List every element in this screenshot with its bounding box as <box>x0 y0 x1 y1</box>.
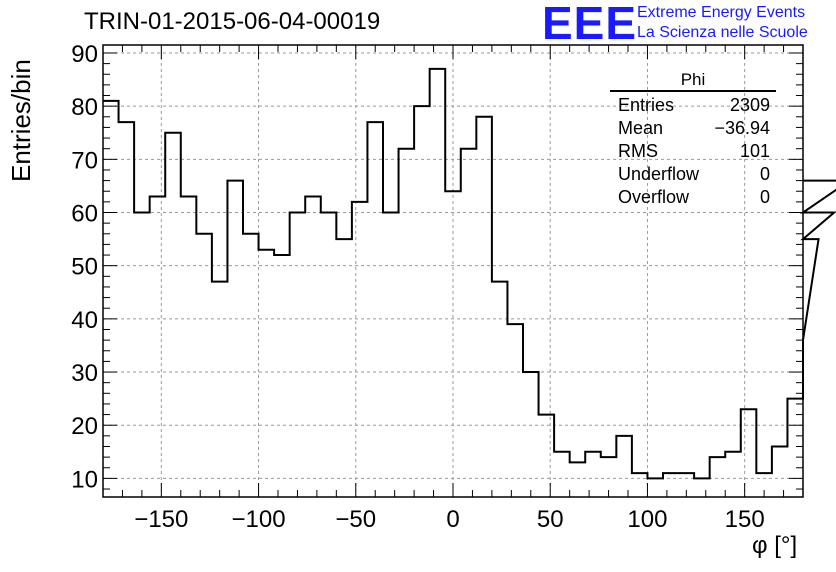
eee-logo: EEE <box>542 0 637 46</box>
stats-label: Entries <box>618 94 674 117</box>
chart-title: TRIN-01-2015-06-04-00019 <box>84 8 380 36</box>
x-tick-label: 0 <box>446 506 459 533</box>
y-tick-label: 30 <box>71 360 98 387</box>
stats-row: Mean −36.94 <box>610 117 776 140</box>
stats-value: 2309 <box>730 94 770 117</box>
y-tick-label: 50 <box>71 254 98 281</box>
x-tick-label: 50 <box>537 506 564 533</box>
x-tick-label: −150 <box>134 506 188 533</box>
y-tick-label: 10 <box>71 466 98 493</box>
stats-box: Phi Entries 2309 Mean −36.94 RMS 101 Underf… <box>610 70 776 209</box>
y-tick-label: 70 <box>71 147 98 174</box>
stats-divider <box>610 90 776 92</box>
stats-row: Overflow 0 <box>610 186 776 209</box>
y-tick-label: 80 <box>71 94 98 121</box>
logo-line-2: La Scienza nelle Scuole <box>637 24 808 42</box>
logo-line-1: Extreme Energy Events <box>637 4 805 22</box>
stats-value: 101 <box>740 140 770 163</box>
stats-label: RMS <box>618 140 658 163</box>
x-axis-label: φ [°] <box>752 532 797 560</box>
stats-label: Underflow <box>618 163 699 186</box>
stats-row: RMS 101 <box>610 140 776 163</box>
x-tick-label: −50 <box>335 506 376 533</box>
y-axis-label: Entries/bin <box>6 59 37 182</box>
x-tick-label: 100 <box>627 506 667 533</box>
stats-label: Overflow <box>618 186 689 209</box>
x-tick-label: −100 <box>232 506 286 533</box>
stats-name: Phi <box>610 70 776 90</box>
stats-label: Mean <box>618 117 663 140</box>
y-tick-label: 60 <box>71 201 98 228</box>
stats-row: Entries 2309 <box>610 94 776 117</box>
x-tick-label: 150 <box>725 506 765 533</box>
y-tick-label: 20 <box>71 413 98 440</box>
stats-value: −36.94 <box>714 117 770 140</box>
stats-value: 0 <box>760 163 770 186</box>
y-tick-label: 40 <box>71 307 98 334</box>
stats-value: 0 <box>760 186 770 209</box>
stats-row: Underflow 0 <box>610 163 776 186</box>
y-tick-label: 90 <box>71 41 98 68</box>
